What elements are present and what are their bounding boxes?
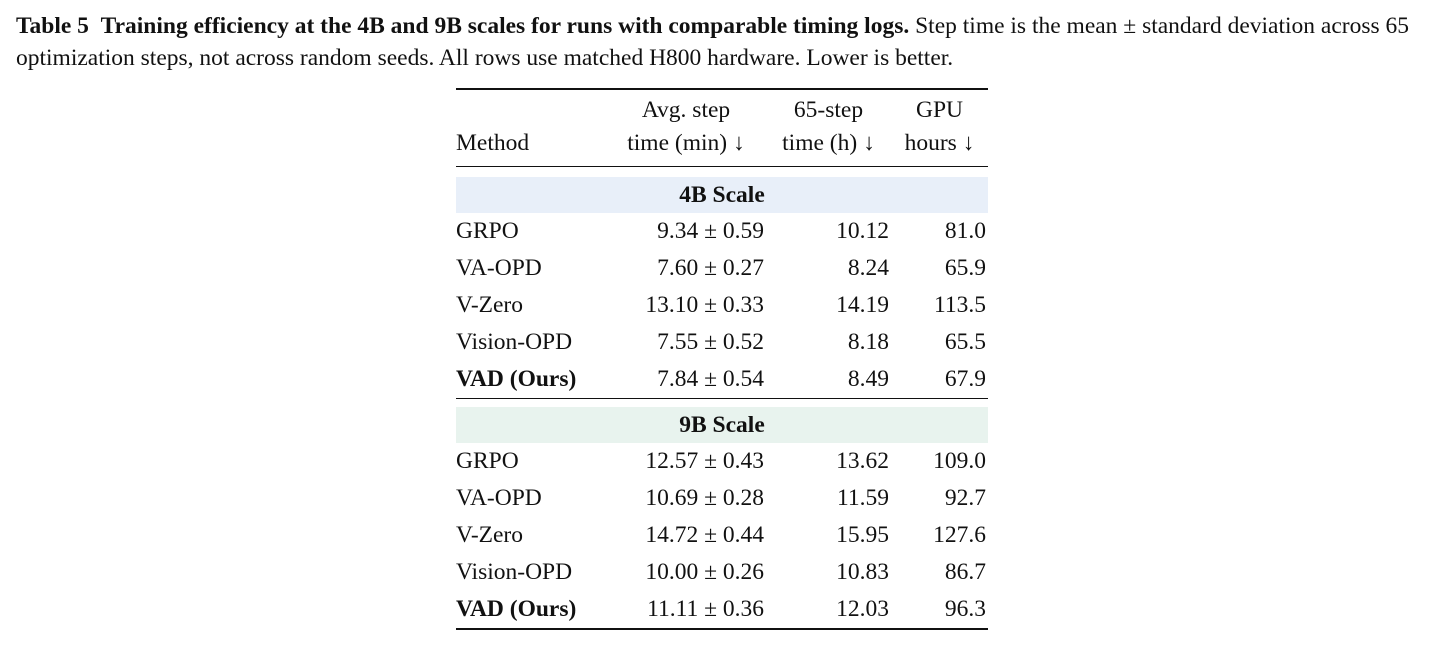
cell-method: V-Zero — [456, 292, 524, 318]
cell-gpu-hours: 81.0 — [944, 218, 986, 244]
header-gpu-hours: GPU hours ↓ — [891, 88, 988, 167]
section-header-row: 9B Scale — [456, 407, 988, 443]
cell-method: VAD (Ours) — [456, 591, 606, 630]
table-body: 4B Scale GRPO 9.34 ± 0.59 10.12 81.0 VA-OPD 7.… — [456, 167, 988, 630]
caption-title: Training efficiency at the 4B and 9B sca… — [100, 13, 910, 39]
header-gpu-hours-line2: hours ↓ — [904, 130, 975, 156]
cell-total-time: 13.62 — [836, 448, 889, 474]
cell-step-time: 10.00 ± 0.26 — [645, 559, 764, 585]
cell-total-time: 10.12 — [836, 218, 889, 244]
cell-method: VA-OPD — [456, 255, 542, 281]
table-row: GRPO 12.57 ± 0.43 13.62 109.0 — [456, 443, 988, 480]
header-total-time: 65-step time (h) ↓ — [766, 88, 891, 167]
header-total-time-line2: time (h) ↓ — [782, 130, 875, 156]
cell-step-time: 12.57 ± 0.43 — [645, 448, 764, 474]
cell-step-time: 7.84 ± 0.54 — [657, 366, 764, 392]
cell-total-time: 12.03 — [766, 591, 891, 630]
cell-method: VA-OPD — [456, 485, 542, 511]
section-separator — [456, 398, 988, 407]
cell-total-time: 8.49 — [847, 366, 889, 392]
cell-method: Vision-OPD — [456, 559, 573, 585]
cell-total-time: 8.18 — [847, 329, 889, 355]
header-gap — [456, 167, 988, 178]
cell-method: GRPO — [456, 218, 519, 244]
header-gpu-hours-line1: GPU — [915, 97, 963, 123]
caption-text: Step time is the mean ± standard deviati… — [16, 13, 1409, 71]
cell-gpu-hours: 127.6 — [933, 522, 986, 548]
header-step-time: Avg. step time (min) ↓ — [606, 88, 766, 167]
cell-step-time: 10.69 ± 0.28 — [645, 485, 764, 511]
header-step-time-line2: time (min) ↓ — [627, 130, 745, 156]
cell-method: GRPO — [456, 448, 519, 474]
table-row: Vision-OPD 7.55 ± 0.52 8.18 65.5 — [456, 324, 988, 361]
cell-gpu-hours: 65.9 — [944, 255, 986, 281]
table-row: VAD (Ours) 7.84 ± 0.54 8.49 67.9 — [456, 361, 988, 399]
cell-gpu-hours: 109.0 — [933, 448, 986, 474]
cell-step-time: 14.72 ± 0.44 — [645, 522, 764, 548]
table-header-row: Method Avg. step time (min) ↓ 65-step ti… — [456, 88, 988, 167]
table-row: V-Zero 14.72 ± 0.44 15.95 127.6 — [456, 517, 988, 554]
cell-step-time: 11.11 ± 0.36 — [606, 591, 766, 630]
cell-gpu-hours: 96.3 — [891, 591, 988, 630]
cell-step-time: 7.60 ± 0.27 — [657, 255, 764, 281]
section-header-row: 4B Scale — [456, 177, 988, 213]
table-row: Vision-OPD 10.00 ± 0.26 10.83 86.7 — [456, 554, 988, 591]
table-caption: Table 5 Training efficiency at the 4B an… — [16, 10, 1431, 74]
efficiency-table-container: Method Avg. step time (min) ↓ 65-step ti… — [456, 88, 988, 630]
header-method: Method — [456, 88, 606, 167]
table-row: V-Zero 13.10 ± 0.33 14.19 113.5 — [456, 287, 988, 324]
efficiency-table: Method Avg. step time (min) ↓ 65-step ti… — [456, 88, 988, 630]
section-title: 4B Scale — [456, 177, 988, 213]
cell-step-time: 13.10 ± 0.33 — [645, 292, 764, 318]
header-step-time-line1: Avg. step — [641, 97, 731, 123]
cell-total-time: 10.83 — [836, 559, 889, 585]
cell-total-time: 15.95 — [836, 522, 889, 548]
cell-gpu-hours: 67.9 — [944, 366, 986, 392]
cell-method: VAD (Ours) — [456, 366, 577, 392]
table-row: VA-OPD 10.69 ± 0.28 11.59 92.7 — [456, 480, 988, 517]
table-row: VA-OPD 7.60 ± 0.27 8.24 65.9 — [456, 250, 988, 287]
cell-step-time: 7.55 ± 0.52 — [657, 329, 764, 355]
cell-method: Vision-OPD — [456, 329, 573, 355]
table-row: VAD (Ours) 11.11 ± 0.36 12.03 96.3 — [456, 591, 988, 630]
cell-step-time: 9.34 ± 0.59 — [657, 218, 764, 244]
cell-gpu-hours: 65.5 — [944, 329, 986, 355]
cell-gpu-hours: 113.5 — [933, 292, 986, 318]
header-total-time-line1: 65-step — [793, 97, 864, 123]
caption-label: Table 5 — [16, 13, 89, 39]
table-row: GRPO 9.34 ± 0.59 10.12 81.0 — [456, 213, 988, 250]
cell-gpu-hours: 92.7 — [944, 485, 986, 511]
section-title: 9B Scale — [456, 407, 988, 443]
cell-total-time: 14.19 — [836, 292, 889, 318]
cell-method: V-Zero — [456, 522, 524, 548]
cell-total-time: 8.24 — [847, 255, 889, 281]
cell-total-time: 11.59 — [836, 485, 889, 511]
cell-gpu-hours: 86.7 — [944, 559, 986, 585]
